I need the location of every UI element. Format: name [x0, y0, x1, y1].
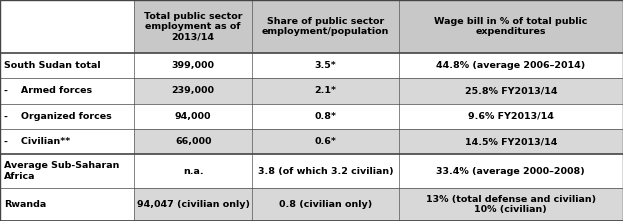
Bar	[0, 53, 134, 78]
Bar	[134, 0, 252, 53]
Text: 0.6*: 0.6*	[315, 137, 336, 146]
Text: 25.8% FY2013/14: 25.8% FY2013/14	[465, 86, 557, 95]
Text: n.a.: n.a.	[183, 167, 204, 176]
Text: 3.5*: 3.5*	[315, 61, 336, 70]
Bar	[399, 188, 623, 221]
Text: 33.4% (average 2000–2008): 33.4% (average 2000–2008)	[437, 167, 585, 176]
Text: -    Civilian**: - Civilian**	[4, 137, 70, 146]
Text: Rwanda: Rwanda	[4, 200, 47, 209]
Bar	[134, 104, 252, 129]
Bar	[252, 53, 399, 78]
Text: 66,000: 66,000	[175, 137, 211, 146]
Bar	[252, 154, 399, 188]
Bar	[0, 78, 134, 104]
Bar	[134, 53, 252, 78]
Text: -    Armed forces: - Armed forces	[4, 86, 92, 95]
Text: South Sudan total: South Sudan total	[4, 61, 101, 70]
Text: Total public sector
employment as of
2013/14: Total public sector employment as of 201…	[144, 11, 242, 41]
Text: 94,000: 94,000	[175, 112, 211, 121]
Text: 94,047 (civilian only): 94,047 (civilian only)	[136, 200, 250, 209]
Bar	[399, 78, 623, 104]
Text: 9.6% FY2013/14: 9.6% FY2013/14	[468, 112, 554, 121]
Bar	[252, 188, 399, 221]
Bar	[134, 129, 252, 154]
Bar	[399, 104, 623, 129]
Bar	[399, 0, 623, 53]
Bar	[252, 0, 399, 53]
Bar	[399, 53, 623, 78]
Bar	[134, 188, 252, 221]
Text: Wage bill in % of total public
expenditures: Wage bill in % of total public expenditu…	[434, 17, 587, 36]
Text: 3.8 (of which 3.2 civilian): 3.8 (of which 3.2 civilian)	[258, 167, 393, 176]
Text: 239,000: 239,000	[171, 86, 215, 95]
Bar	[252, 129, 399, 154]
Bar	[0, 104, 134, 129]
Bar	[134, 154, 252, 188]
Text: Average Sub-Saharan
Africa: Average Sub-Saharan Africa	[4, 161, 120, 181]
Text: 0.8 (civilian only): 0.8 (civilian only)	[279, 200, 372, 209]
Bar	[0, 154, 134, 188]
Text: 0.8*: 0.8*	[315, 112, 336, 121]
Text: 44.8% (average 2006–2014): 44.8% (average 2006–2014)	[436, 61, 586, 70]
Bar	[0, 188, 134, 221]
Bar	[252, 104, 399, 129]
Bar	[0, 129, 134, 154]
Bar	[0, 0, 134, 53]
Bar	[399, 129, 623, 154]
Text: Share of public sector
employment/population: Share of public sector employment/popula…	[262, 17, 389, 36]
Text: -    Organized forces: - Organized forces	[4, 112, 112, 121]
Bar	[252, 78, 399, 104]
Text: 399,000: 399,000	[171, 61, 215, 70]
Text: 2.1*: 2.1*	[315, 86, 336, 95]
Bar	[134, 78, 252, 104]
Text: 13% (total defense and civilian)
10% (civilian): 13% (total defense and civilian) 10% (ci…	[426, 195, 596, 214]
Text: 14.5% FY2013/14: 14.5% FY2013/14	[465, 137, 557, 146]
Bar	[399, 154, 623, 188]
